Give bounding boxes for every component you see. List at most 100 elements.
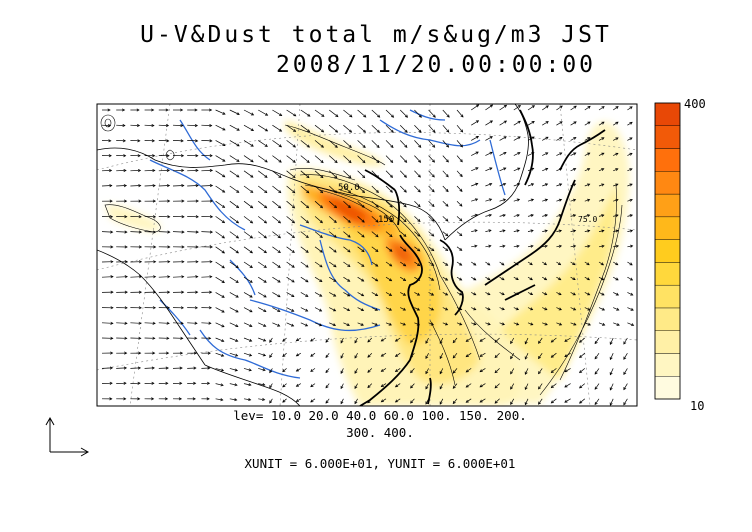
wind-vector: [325, 398, 330, 404]
wind-vector-head: [417, 159, 422, 163]
wind-vector: [485, 167, 493, 172]
wind-vector: [456, 185, 463, 192]
wind-vector-head: [305, 279, 309, 283]
wind-vector: [609, 353, 614, 360]
contour-levels-line2: 300. 400.: [346, 425, 414, 440]
wind-vector: [130, 367, 141, 369]
wind-vector-head: [545, 152, 549, 156]
wind-vector: [485, 136, 493, 141]
wind-vector-head: [124, 230, 128, 234]
wind-vector-head: [221, 265, 225, 269]
wind-vector: [494, 398, 500, 404]
wind-vector: [399, 231, 407, 237]
wind-vector-head: [180, 321, 184, 325]
wind-vector-head: [609, 372, 613, 376]
wind-vector: [229, 261, 239, 268]
wind-vector-head: [459, 218, 463, 222]
wind-vector-head: [349, 114, 353, 118]
wind-vector-head: [361, 204, 365, 208]
wind-vector-head: [431, 159, 435, 163]
wind-vector-head: [544, 183, 549, 187]
wind-vector: [215, 246, 225, 254]
wind-vector: [328, 124, 338, 133]
wind-vector: [456, 109, 464, 118]
wind-vector: [465, 337, 472, 342]
wind-vector-head: [179, 381, 183, 385]
wind-vector: [385, 155, 393, 163]
wind-vector: [570, 137, 577, 141]
wind-vector-head: [558, 292, 562, 296]
wind-vector-head: [124, 290, 128, 294]
wind-vector-head: [559, 105, 563, 109]
wind-vector-head: [269, 385, 273, 389]
wind-vector: [594, 352, 600, 360]
wind-vector: [328, 200, 337, 208]
wind-vector-head: [348, 129, 353, 133]
wind-vector-head: [439, 340, 443, 344]
wind-vector: [538, 368, 543, 374]
wind-vector: [296, 352, 301, 357]
wind-vector: [623, 383, 628, 390]
wind-vector: [367, 337, 373, 343]
wind-vector-head: [319, 264, 323, 268]
wind-vector: [371, 109, 380, 118]
wind-vector: [456, 170, 463, 177]
wind-vector: [609, 383, 614, 391]
colorbar-frame: [654, 102, 681, 400]
wind-vector-head: [601, 183, 605, 187]
wind-vector: [527, 183, 534, 187]
wind-vector-head: [430, 292, 435, 296]
wind-vector-head: [573, 322, 577, 326]
wind-vector: [465, 368, 472, 373]
wind-vector: [414, 140, 422, 148]
wind-vector-head: [165, 381, 169, 385]
wind-vector-head: [124, 275, 128, 279]
wind-vector: [556, 292, 562, 296]
reference-vector: [45, 416, 90, 457]
wind-vector: [229, 276, 239, 283]
wind-vector: [257, 155, 268, 163]
wind-vector-head: [601, 214, 605, 218]
wind-vector-head: [601, 198, 605, 202]
wind-vector: [598, 168, 604, 172]
wind-vector-head: [263, 279, 267, 283]
wind-vector: [414, 322, 420, 326]
wind-vector-head: [489, 104, 494, 108]
wind-vector-head: [295, 368, 300, 372]
wind-vector-head: [325, 385, 329, 389]
wind-vector-head: [529, 262, 533, 266]
wind-vector-head: [410, 400, 414, 404]
wind-vector-head: [465, 399, 469, 403]
wind-vector-head: [235, 324, 239, 328]
wind-vector-head: [417, 174, 421, 178]
wind-vector: [613, 152, 619, 156]
wind-vector: [310, 398, 316, 403]
wind-vector: [187, 322, 198, 324]
wind-vector: [257, 216, 267, 224]
wind-vector-head: [151, 381, 155, 385]
wind-vector-head: [269, 354, 273, 359]
wind-vector: [116, 367, 127, 369]
wind-vector-head: [388, 307, 393, 311]
wind-vector-head: [629, 137, 633, 141]
wind-vector: [556, 152, 562, 156]
wind-vector-head: [629, 106, 633, 110]
wind-vector: [357, 216, 365, 223]
wind-vector-head: [558, 214, 563, 218]
wind-vector-head: [403, 219, 407, 223]
wind-vector: [400, 261, 406, 267]
wind-vector-head: [425, 355, 429, 360]
wind-vector-head: [221, 324, 225, 328]
wind-vector-head: [278, 190, 282, 194]
wind-vector: [343, 200, 351, 208]
wind-vector: [367, 368, 373, 373]
wind-vector: [357, 276, 364, 282]
wind-vector-head: [291, 250, 295, 253]
wind-vector-head: [123, 366, 128, 370]
wind-vector-head: [138, 321, 142, 325]
wind-vector: [269, 337, 273, 343]
wind-vector: [158, 276, 170, 278]
wind-vector-head: [123, 381, 127, 385]
wind-vector: [300, 216, 309, 224]
wind-vector-head: [517, 105, 522, 108]
